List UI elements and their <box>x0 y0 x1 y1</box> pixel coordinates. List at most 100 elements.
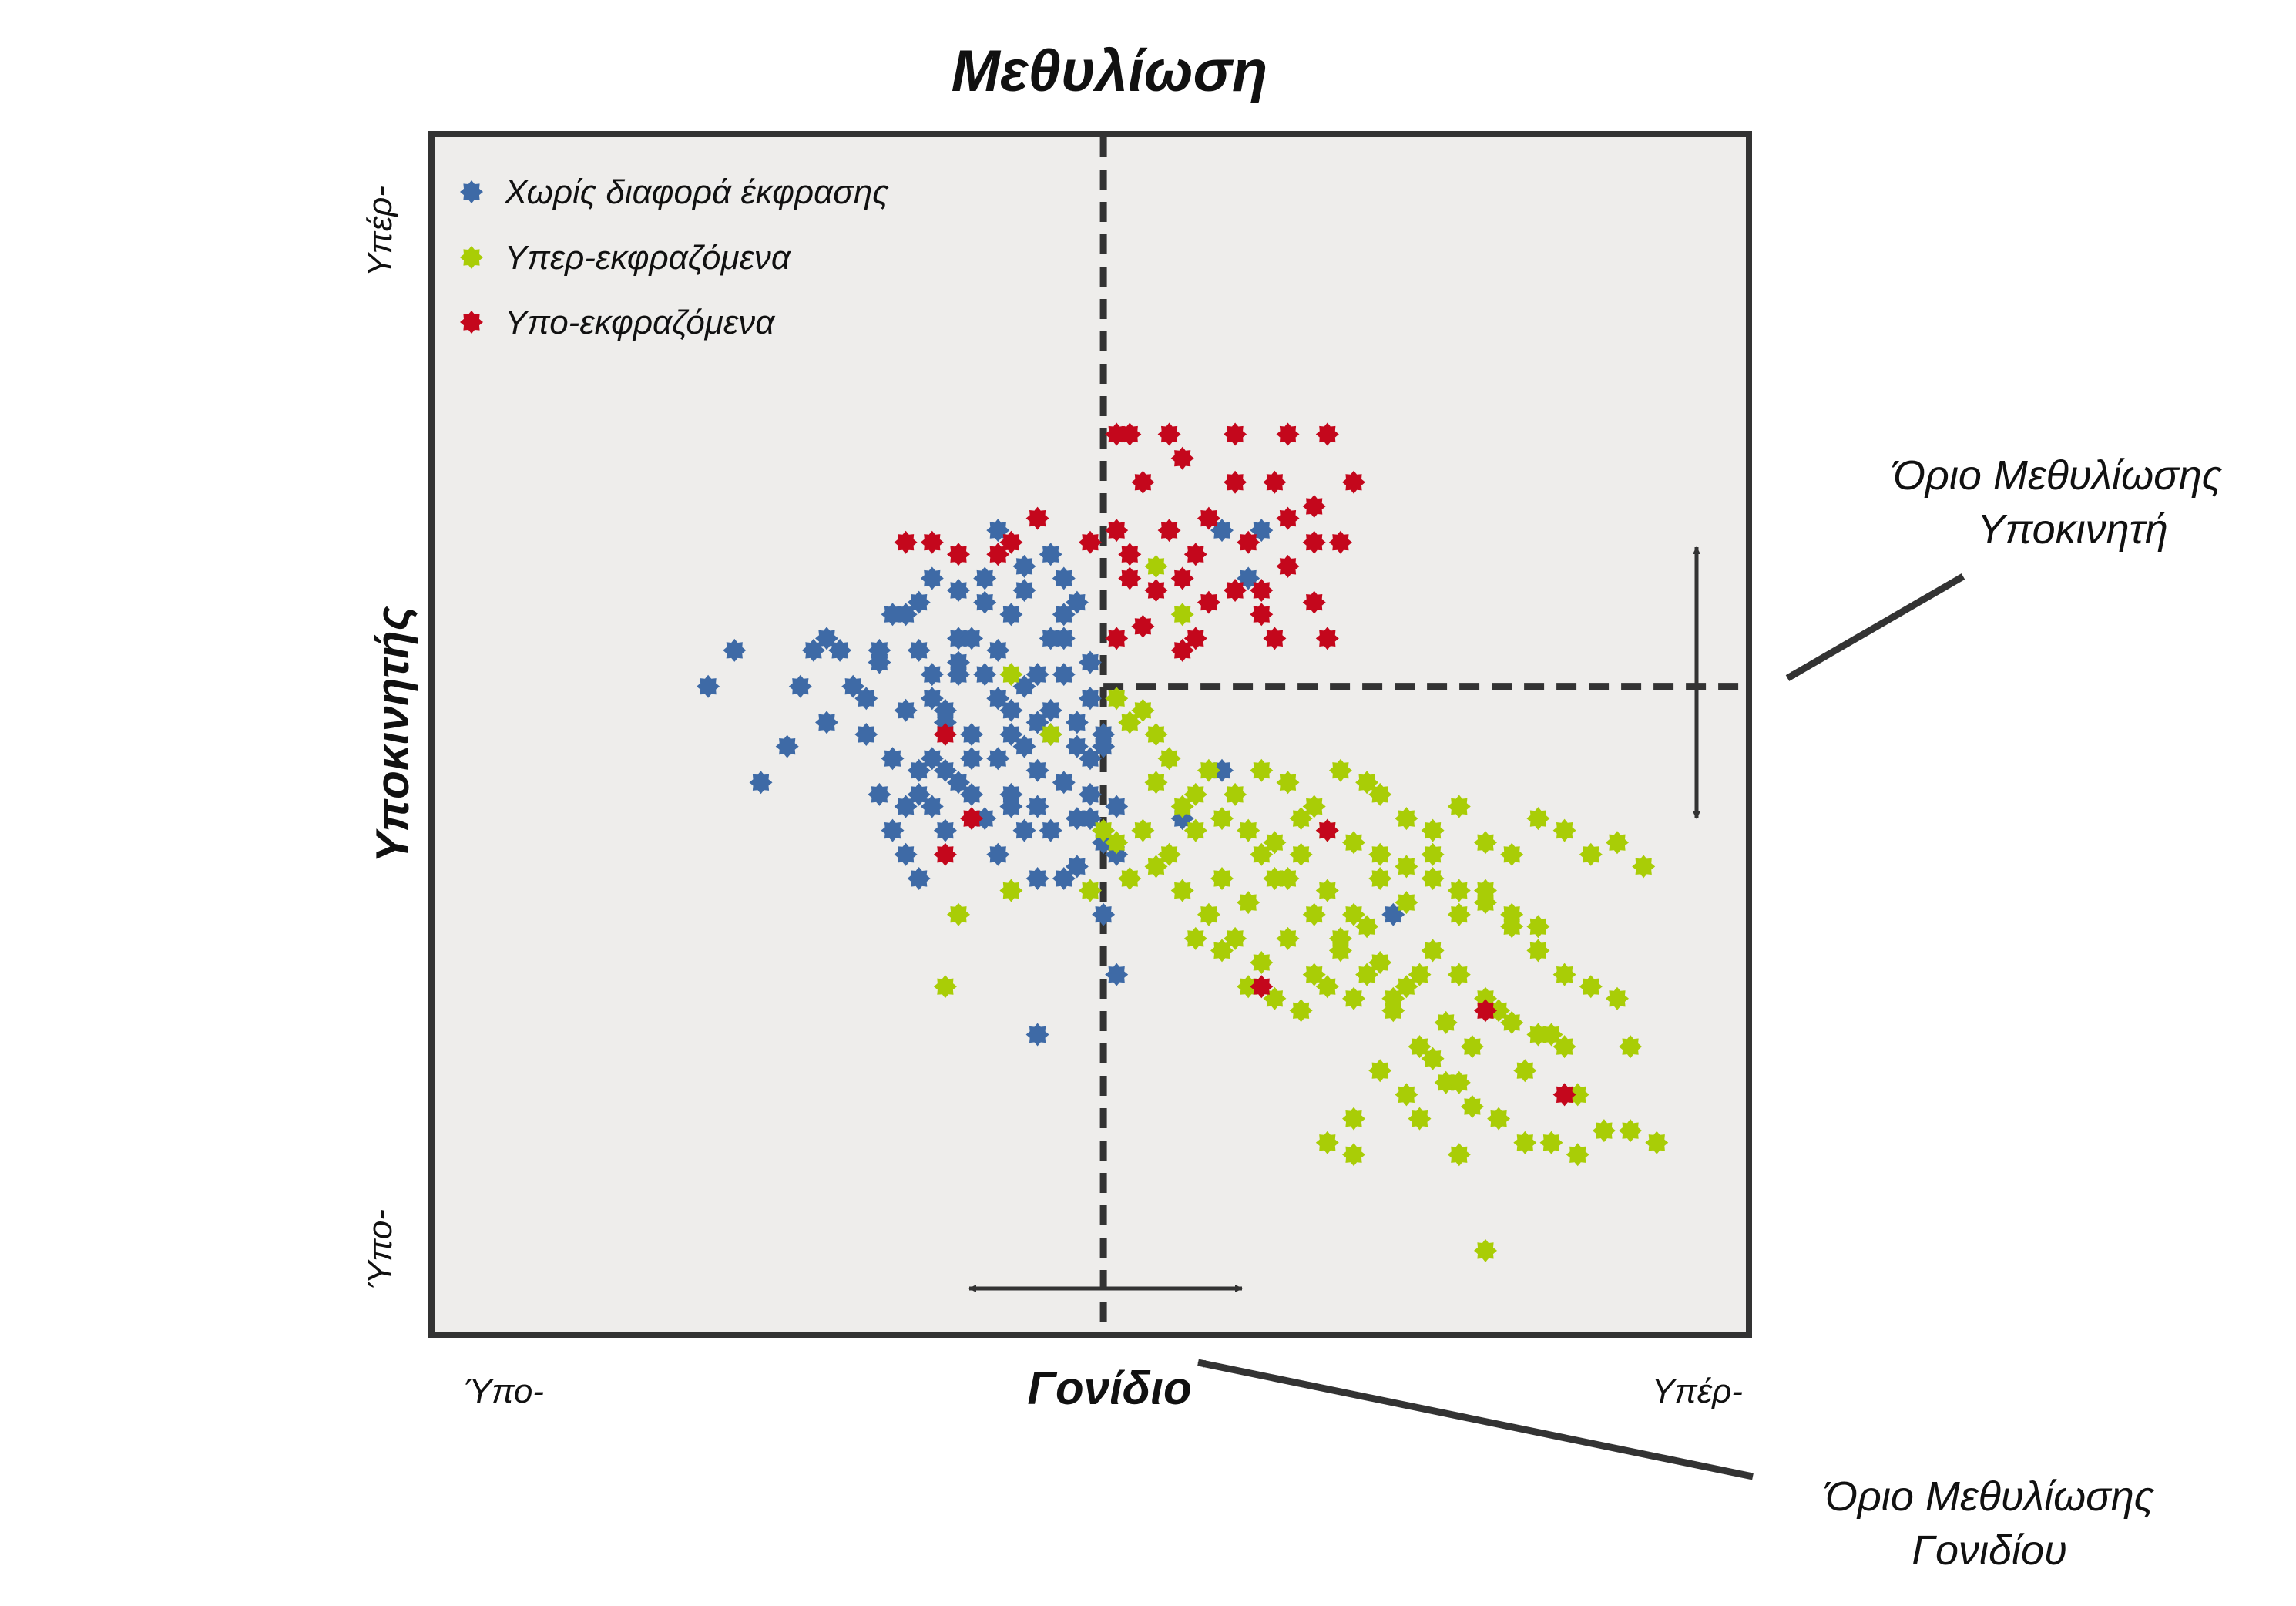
point-series-2-49 <box>1552 1083 1576 1107</box>
point-series-1-20 <box>1632 855 1656 879</box>
point-series-0-95 <box>1052 771 1076 795</box>
point-series-1-73 <box>1526 915 1550 939</box>
point-series-1-112 <box>1619 1119 1643 1143</box>
point-series-0-79 <box>1012 579 1036 602</box>
point-series-1-126 <box>999 663 1023 687</box>
point-series-1-29 <box>1315 879 1339 902</box>
point-series-2-18 <box>1328 530 1352 554</box>
data-points <box>697 422 1669 1262</box>
point-series-1-4 <box>1224 782 1247 806</box>
point-series-1-18 <box>1579 842 1603 866</box>
point-series-1-72 <box>1500 902 1524 926</box>
point-series-2-35 <box>947 543 970 566</box>
point-series-1-17 <box>1552 818 1576 842</box>
legend-item-under-expressed: Υπο-εκφραζόμενα <box>460 304 776 341</box>
point-series-1-90 <box>1131 698 1155 722</box>
point-series-2-17 <box>1302 530 1326 554</box>
point-series-2-37 <box>999 530 1023 554</box>
point-series-0-57 <box>1012 818 1036 842</box>
point-series-1-79 <box>1315 975 1339 999</box>
point-series-0-63 <box>1052 566 1076 590</box>
promoter-threshold-text-line2: Υποκινητή <box>1977 506 2168 553</box>
point-series-1-64 <box>1289 807 1313 831</box>
point-series-1-80 <box>1342 986 1365 1010</box>
point-series-2-34 <box>920 530 944 554</box>
point-series-0-85 <box>868 650 891 674</box>
point-series-2-4 <box>1276 422 1300 446</box>
point-series-0-73 <box>1105 963 1129 986</box>
point-series-1-89 <box>1105 687 1129 711</box>
point-series-1-52 <box>1434 1010 1458 1034</box>
point-series-0-80 <box>999 603 1023 627</box>
point-series-1-119 <box>1421 1047 1445 1070</box>
point-series-1-59 <box>1619 1035 1643 1059</box>
point-series-0-25 <box>986 638 1010 662</box>
promoter-threshold-pointer-arrow <box>1785 573 1965 681</box>
legend-swatch-under-expressed <box>460 311 483 334</box>
point-series-1-49 <box>1355 915 1379 939</box>
point-series-0-62 <box>1065 590 1089 614</box>
point-series-1-96 <box>1144 771 1168 795</box>
point-series-2-47 <box>1315 818 1339 842</box>
point-series-2-42 <box>1250 603 1274 627</box>
legend-item-no-difference: Χωρίς διαφορά έκφρασης <box>460 173 889 211</box>
point-series-1-45 <box>1250 951 1274 974</box>
point-series-1-122 <box>1408 1107 1432 1131</box>
point-series-1-84 <box>1447 963 1471 986</box>
point-series-1-22 <box>1131 818 1155 842</box>
chart-title: Μεθυλίωση <box>952 39 1268 104</box>
promoter-threshold-text-line1: Όριο Μεθυλίωσης <box>1892 452 2223 499</box>
point-series-1-114 <box>1474 1238 1497 1262</box>
point-series-0-4 <box>788 674 812 698</box>
point-series-1-87 <box>1526 1023 1550 1047</box>
point-series-1-93 <box>999 879 1023 902</box>
point-series-1-95 <box>1092 818 1116 842</box>
point-series-1-103 <box>1381 999 1405 1023</box>
point-series-2-12 <box>1105 519 1129 543</box>
point-series-0-70 <box>933 698 957 722</box>
point-series-2-2 <box>1157 422 1181 446</box>
point-series-2-38 <box>1025 506 1049 530</box>
point-series-1-58 <box>1606 986 1629 1010</box>
point-series-0-30 <box>1012 734 1036 758</box>
legend-swatch-over-expressed <box>460 246 483 269</box>
plot-area <box>428 131 1752 1338</box>
point-series-2-45 <box>933 842 957 866</box>
point-series-1-127 <box>1039 723 1062 746</box>
point-series-2-46 <box>1250 975 1274 999</box>
point-series-1-6 <box>1276 771 1300 795</box>
gene-threshold-annotation: Όριο Μεθυλίωσης Γονιδίου <box>1197 1359 2155 1574</box>
point-series-1-1 <box>1144 723 1168 746</box>
point-series-1-88 <box>1552 1035 1576 1059</box>
point-series-0-2 <box>775 734 799 758</box>
point-series-1-43 <box>1197 902 1220 926</box>
point-series-0-42 <box>1079 687 1102 711</box>
point-series-0-84 <box>894 603 918 627</box>
point-series-1-3 <box>1197 758 1220 782</box>
point-series-0-91 <box>933 758 957 782</box>
point-series-1-67 <box>1368 842 1392 866</box>
point-series-1-116 <box>1342 1107 1365 1131</box>
point-series-1-40 <box>1118 867 1142 890</box>
point-series-1-33 <box>1421 842 1445 866</box>
point-series-1-5 <box>1250 758 1274 782</box>
point-series-0-23 <box>973 663 997 687</box>
point-series-1-10 <box>1368 782 1392 806</box>
point-series-1-110 <box>1566 1143 1589 1167</box>
point-series-0-52 <box>933 818 957 842</box>
point-series-2-9 <box>1224 470 1247 494</box>
point-series-1-75 <box>1210 939 1234 963</box>
point-series-0-33 <box>1025 758 1049 782</box>
point-series-0-55 <box>986 842 1010 866</box>
point-series-0-40 <box>1065 711 1089 734</box>
point-series-0-45 <box>1092 734 1116 758</box>
point-series-0-88 <box>815 711 838 734</box>
point-series-0-32 <box>1025 663 1049 687</box>
point-series-2-30 <box>1183 627 1207 650</box>
point-series-1-78 <box>1289 999 1313 1023</box>
point-series-2-13 <box>1157 519 1181 543</box>
point-series-2-31 <box>1263 627 1287 650</box>
point-series-1-115 <box>1315 1131 1339 1154</box>
point-series-0-87 <box>828 638 852 662</box>
point-series-1-97 <box>1183 782 1207 806</box>
